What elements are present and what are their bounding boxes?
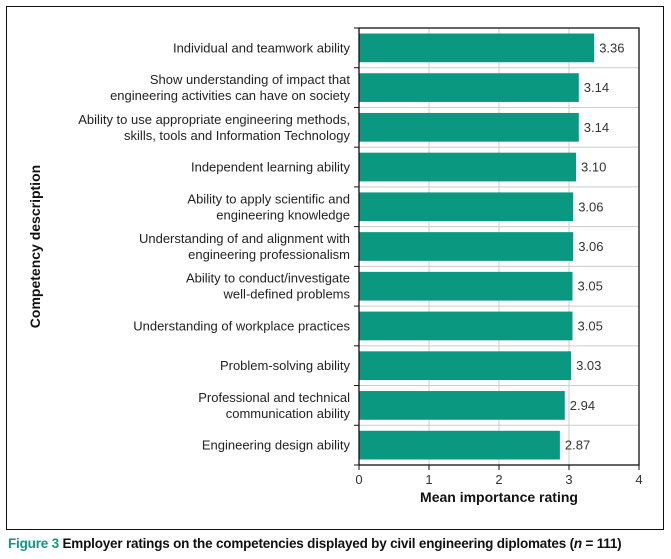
category-label: Professional and technical bbox=[198, 390, 350, 405]
x-tick-label: 0 bbox=[355, 472, 362, 487]
category-label: engineering activities can have on socie… bbox=[110, 88, 350, 103]
bar bbox=[359, 152, 576, 182]
data-label: 2.94 bbox=[570, 398, 595, 413]
category-label: Independent learning ability bbox=[191, 160, 351, 175]
bar bbox=[359, 430, 560, 460]
data-label: 3.06 bbox=[578, 199, 603, 214]
figure-label: Figure 3 bbox=[8, 536, 59, 551]
x-tick-label: 3 bbox=[565, 472, 572, 487]
category-label: Ability to apply scientific and bbox=[187, 191, 350, 206]
data-label: 3.03 bbox=[576, 358, 601, 373]
category-label: Individual and teamwork ability bbox=[173, 40, 351, 55]
bar bbox=[359, 232, 574, 261]
caption-text: Employer ratings on the competencies dis… bbox=[62, 536, 574, 551]
category-label: skills, tools and Information Technology bbox=[124, 128, 350, 143]
figure-frame bbox=[6, 6, 664, 530]
bar bbox=[359, 112, 579, 142]
x-axis-label: Mean importance rating bbox=[420, 489, 578, 505]
bar bbox=[359, 192, 574, 222]
data-label: 3.05 bbox=[578, 318, 603, 333]
category-label: Understanding of and alignment with bbox=[139, 231, 350, 246]
category-label: Engineering design ability bbox=[202, 438, 351, 453]
category-label: communication ability bbox=[226, 406, 351, 421]
data-label: 3.05 bbox=[578, 279, 603, 294]
data-label: 3.36 bbox=[599, 40, 624, 55]
data-label: 3.14 bbox=[584, 80, 609, 95]
category-label: Understanding of workplace practices bbox=[133, 318, 350, 333]
caption-n: n bbox=[573, 536, 582, 551]
category-label: well-defined problems bbox=[223, 287, 351, 302]
y-axis-label: Competency description bbox=[27, 165, 43, 328]
category-label: Problem-solving ability bbox=[220, 358, 351, 373]
category-label: engineering knowledge bbox=[216, 207, 350, 222]
caption-n-value: = 111) bbox=[581, 536, 622, 551]
bar bbox=[359, 391, 565, 420]
bar bbox=[359, 73, 579, 102]
data-label: 3.14 bbox=[584, 120, 609, 135]
figure-caption: Figure 3 Employer ratings on the compete… bbox=[8, 536, 622, 551]
bar bbox=[359, 33, 595, 63]
x-tick-label: 4 bbox=[635, 472, 642, 487]
data-label: 3.10 bbox=[581, 160, 606, 175]
x-tick-label: 2 bbox=[495, 472, 502, 487]
category-label: Ability to conduct/investigate bbox=[186, 271, 350, 286]
category-label: Show understanding of impact that bbox=[150, 72, 351, 87]
bar bbox=[359, 271, 573, 301]
bar bbox=[359, 351, 572, 381]
bar bbox=[359, 311, 573, 341]
data-label: 2.87 bbox=[565, 438, 590, 453]
data-label: 3.06 bbox=[578, 239, 603, 254]
category-label: engineering professionalism bbox=[188, 247, 350, 262]
x-tick-label: 1 bbox=[425, 472, 432, 487]
category-label: Ability to use appropriate engineering m… bbox=[78, 112, 350, 127]
